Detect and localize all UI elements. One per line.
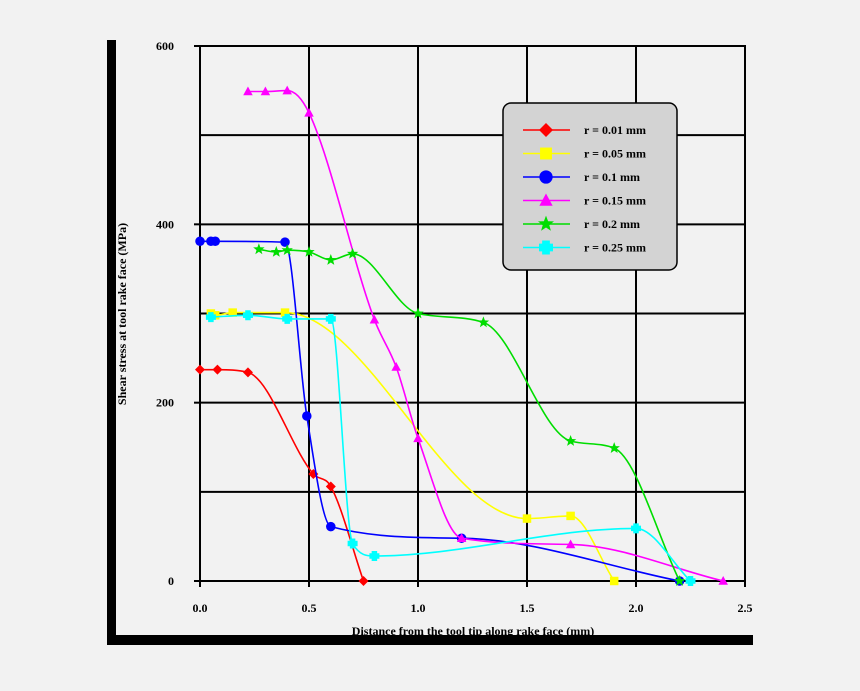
data-point <box>302 411 312 421</box>
data-point <box>369 551 380 562</box>
data-point <box>539 170 553 184</box>
legend: r = 0.01 mm r = 0.05 mm r = 0.1 mm r = 0.15… <box>502 102 678 271</box>
data-point <box>210 236 221 247</box>
data-point <box>566 511 575 521</box>
data-point <box>282 85 292 95</box>
y-tick-label: 0 <box>168 574 174 588</box>
data-point <box>564 435 577 446</box>
series-4 <box>243 85 728 585</box>
series-6 <box>205 310 696 586</box>
data-point <box>685 576 696 586</box>
data-point <box>195 236 205 247</box>
data-point <box>358 576 369 586</box>
data-point <box>280 237 290 247</box>
data-point <box>539 193 553 206</box>
y-tick-label: 400 <box>156 217 174 231</box>
data-point <box>539 123 553 137</box>
legend-label: r = 0.01 mm <box>584 123 646 137</box>
data-point <box>347 538 358 549</box>
x-tick-label: 0.0 <box>193 601 208 615</box>
data-point <box>205 312 216 323</box>
data-point <box>412 307 424 319</box>
data-point <box>539 240 554 255</box>
x-tick-label: 2.5 <box>738 601 753 615</box>
data-point <box>565 539 576 549</box>
data-point <box>260 86 271 96</box>
x-tick-label: 0.5 <box>302 601 317 615</box>
x-tick-label: 2.0 <box>629 601 644 615</box>
data-point <box>195 364 205 375</box>
data-point <box>673 575 686 586</box>
legend-label: r = 0.2 mm <box>584 217 640 231</box>
axis-ticks: 0.0 0.5 1.0 1.5 2.0 2.5 0 200 400 600 <box>156 39 753 615</box>
legend-label: r = 0.05 mm <box>584 147 646 161</box>
series-1 <box>195 364 369 586</box>
data-point <box>326 521 336 532</box>
data-point <box>304 107 314 117</box>
data-point <box>391 362 401 371</box>
legend-label: r = 0.15 mm <box>584 194 646 208</box>
data-point <box>609 576 619 586</box>
data-point <box>228 308 237 317</box>
data-point <box>718 576 728 585</box>
data-point <box>270 246 282 257</box>
data-point <box>242 310 253 321</box>
legend-label: r = 0.25 mm <box>584 241 646 255</box>
data-point <box>212 364 223 375</box>
data-point <box>522 514 532 523</box>
x-tick-label: 1.0 <box>411 601 426 615</box>
data-point <box>477 316 490 328</box>
data-point <box>325 254 337 265</box>
data-point <box>281 244 293 255</box>
x-axis-label: Distance from the tool tip along rake fa… <box>352 624 594 638</box>
data-point <box>413 433 423 443</box>
data-point <box>280 308 290 317</box>
series-5 <box>253 243 686 586</box>
data-point <box>631 523 641 534</box>
data-point <box>253 243 265 255</box>
data-point <box>243 86 253 96</box>
series <box>195 85 728 586</box>
series-line <box>210 314 692 582</box>
data-point <box>282 313 293 324</box>
data-point <box>346 247 359 259</box>
plot-border <box>199 45 746 582</box>
data-point <box>540 147 552 160</box>
data-point <box>242 367 253 378</box>
legend-box <box>502 102 678 271</box>
y-axis-label: Shear stress at tool rake face (MPa) <box>115 223 129 405</box>
y-tick-label: 600 <box>156 39 174 53</box>
data-point <box>456 533 467 542</box>
y-tick-label: 200 <box>156 396 174 410</box>
data-point <box>608 442 620 453</box>
x-tick-label: 1.5 <box>520 601 535 615</box>
data-point <box>369 314 380 324</box>
data-point <box>325 481 336 492</box>
legend-label: r = 0.1 mm <box>584 170 640 184</box>
data-point <box>325 313 336 324</box>
data-point <box>538 215 554 231</box>
data-point <box>303 246 315 257</box>
